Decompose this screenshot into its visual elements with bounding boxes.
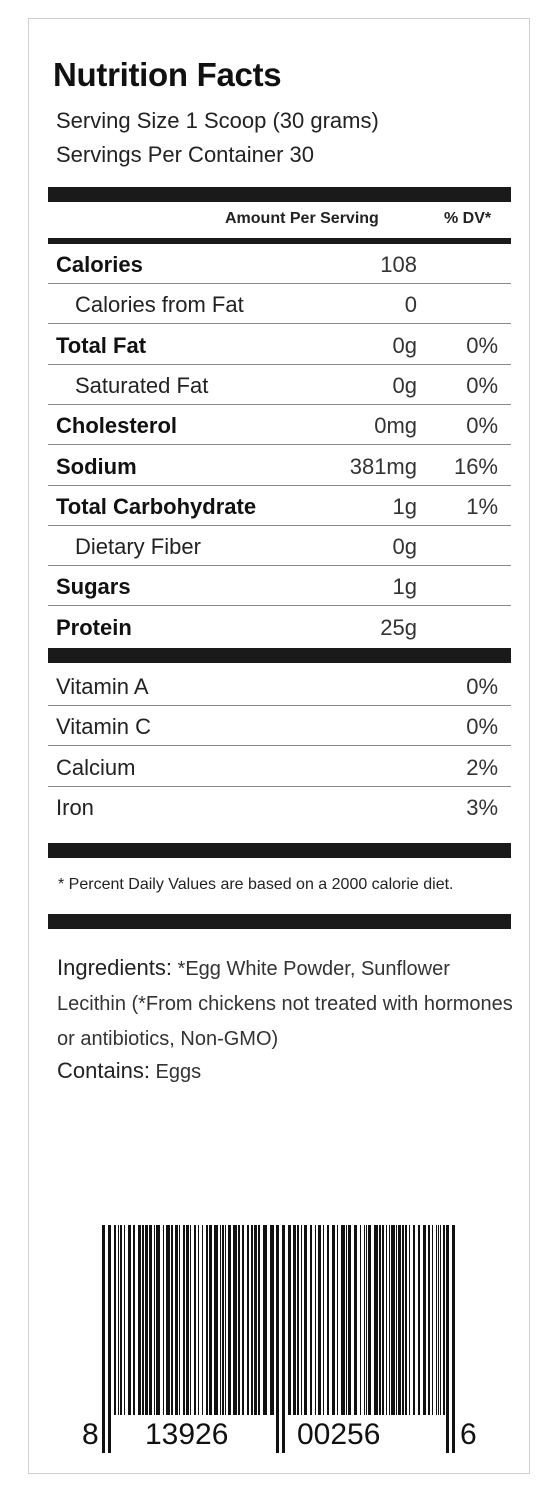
row-divider [48,565,511,567]
nutrient-amount: 1g [392,493,417,519]
row-divider [48,283,511,284]
barcode-group-left: 13926 [145,1418,229,1451]
nutrient-amount: 0g [392,332,417,358]
thick-divider-bottom [48,914,511,929]
row-divider [48,444,511,446]
label-title: Nutrition Facts [53,56,282,93]
vitamin-dv: 2% [466,754,498,780]
barcode-digit-first: 8 [82,1418,99,1451]
nutrient-row: Calories 108 [48,244,511,284]
row-divider [48,524,511,526]
header-percent-dv: % DV* [444,210,492,227]
vitamin-name: Vitamin A [56,674,149,699]
row-divider [48,363,511,365]
row-divider [48,484,511,486]
ingredients-label: Ingredients: [57,955,172,980]
nutrient-row: Dietary Fiber 0g [48,526,511,567]
nutrient-amount: 0mg [374,413,417,439]
nutrient-amount: 0 [404,292,417,318]
nutrient-row: Saturated Fat 0g 0% [48,365,511,405]
nutrient-name: Sugars [56,574,131,600]
nutrient-amount: 108 [380,252,417,277]
row-divider [48,605,511,607]
nutrient-name: Total Fat [56,332,147,358]
row-divider [48,403,511,405]
serving-size: Serving Size 1 Scoop (30 grams) [56,108,379,133]
vitamin-row: Iron 3% [48,787,511,827]
nutrient-name: Saturated Fat [75,372,209,398]
nutrient-amount: 1g [392,574,417,600]
nutrient-name: Calories [56,252,143,277]
nutrient-row: Sodium 381mg 16% [48,446,511,486]
nutrient-row: Sugars 1g [48,566,511,607]
vitamin-row: Vitamin A 0% [48,666,511,706]
row-divider [48,323,511,325]
nutrient-name: Protein [56,614,132,640]
nutrient-amount: 0g [392,372,417,398]
nutrient-row: Total Carbohydrate 1g 1% [48,486,511,526]
nutrient-amount: 381mg [349,453,417,479]
thick-divider-footnote [48,843,511,858]
nutrient-row: Calories from Fat 0 [48,284,511,325]
nutrient-name: Total Carbohydrate [56,493,257,519]
vitamin-name: Vitamin C [56,714,151,740]
ingredients-text: *Egg White Powder, Sunflower Lecithin (*… [57,958,513,1050]
vitamin-row: Vitamin C 0% [48,706,511,747]
vitamin-row: Calcium 2% [48,747,511,787]
barcode-digit-last: 6 [460,1418,477,1451]
nutrient-dv: 0% [466,332,498,358]
nutrient-row: Cholesterol 0mg 0% [48,405,511,446]
nutrient-amount: 25g [380,614,417,640]
daily-value-footnote: * Percent Daily Values are based on a 20… [58,876,454,893]
vitamin-dv: 0% [466,714,498,740]
nutrient-dv: 0% [466,372,498,398]
vitamin-dv: 0% [466,674,498,699]
servings-per-container: Servings Per Container 30 [56,142,315,167]
nutrient-row: Protein 25g [48,607,511,647]
nutrient-row: Total Fat 0g 0% [48,325,511,365]
nutrient-name: Cholesterol [56,413,178,439]
contains-label: Contains: [57,1058,150,1083]
vitamin-name: Iron [56,794,94,820]
vitamin-dv: 3% [466,794,498,820]
nutrient-name: Calories from Fat [75,292,244,318]
row-divider [48,785,511,787]
nutrient-name: Sodium [56,453,137,479]
ingredients-block: Ingredients: *Egg White Powder, Sunflowe… [57,950,517,1057]
barcode-group-right: 00256 [297,1418,381,1451]
header-amount-per-serving: Amount Per Serving [225,210,379,227]
nutrient-dv: 1% [466,493,498,519]
nutrient-name: Dietary Fiber [75,534,201,560]
row-divider [48,745,511,747]
barcode [102,1225,455,1453]
row-divider [48,705,511,706]
thick-divider-vitamins [48,648,511,663]
nutrient-dv: 0% [466,413,498,439]
nutrient-amount: 0g [392,534,417,560]
nutrient-dv: 16% [453,453,498,479]
contains-block: Contains: Eggs [57,1058,201,1084]
vitamin-name: Calcium [56,754,136,780]
contains-text: Eggs [155,1061,202,1083]
thick-divider-top [48,187,511,202]
medium-divider [48,238,511,244]
